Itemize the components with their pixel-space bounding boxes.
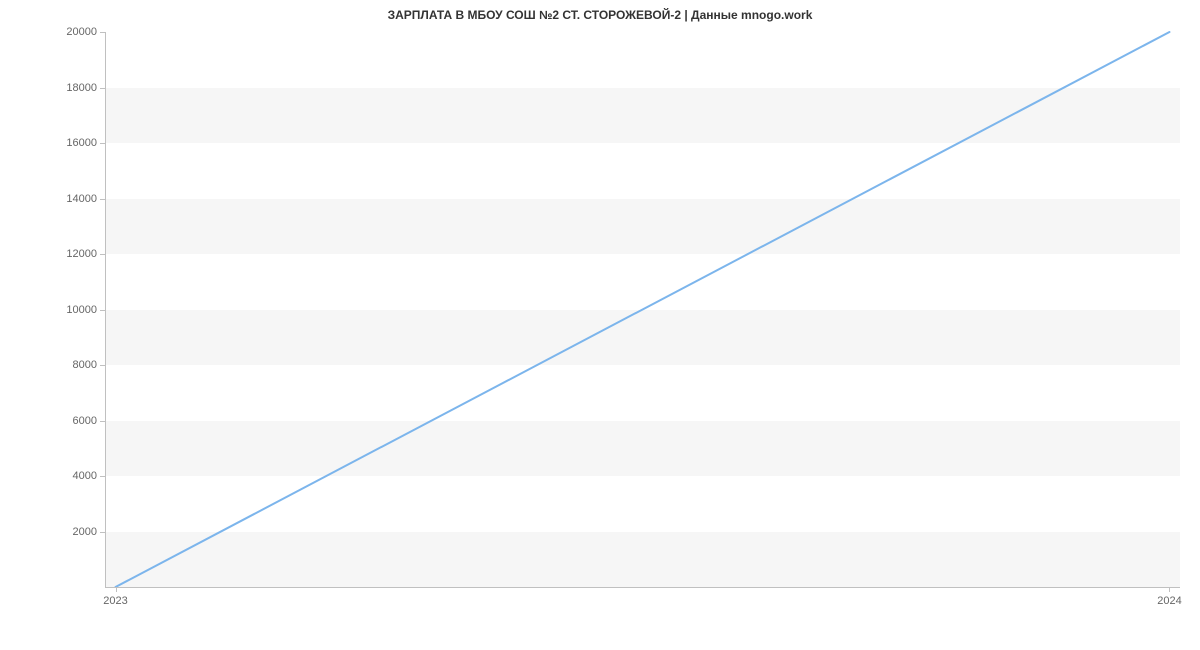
x-tick-label: 2024 [1157, 595, 1181, 607]
x-tick-label: 2023 [103, 595, 127, 607]
y-tick-label: 16000 [66, 137, 97, 149]
y-tick-label: 8000 [73, 359, 97, 371]
plot-area: 2000400060008000100001200014000160001800… [105, 32, 1180, 587]
chart-title: ЗАРПЛАТА В МБОУ СОШ №2 СТ. СТОРОЖЕВОЙ-2 … [0, 8, 1200, 22]
y-tick-label: 2000 [73, 526, 97, 538]
line-chart: ЗАРПЛАТА В МБОУ СОШ №2 СТ. СТОРОЖЕВОЙ-2 … [0, 0, 1200, 650]
line-layer [105, 32, 1180, 587]
y-tick-label: 12000 [66, 248, 97, 260]
series-line [116, 32, 1170, 587]
y-tick-label: 20000 [66, 26, 97, 38]
y-tick-label: 14000 [66, 193, 97, 205]
y-tick-label: 18000 [66, 82, 97, 94]
y-tick-label: 10000 [66, 304, 97, 316]
y-tick-label: 4000 [73, 470, 97, 482]
y-axis-line [105, 32, 106, 587]
x-axis-line [105, 587, 1180, 588]
y-tick-label: 6000 [73, 415, 97, 427]
